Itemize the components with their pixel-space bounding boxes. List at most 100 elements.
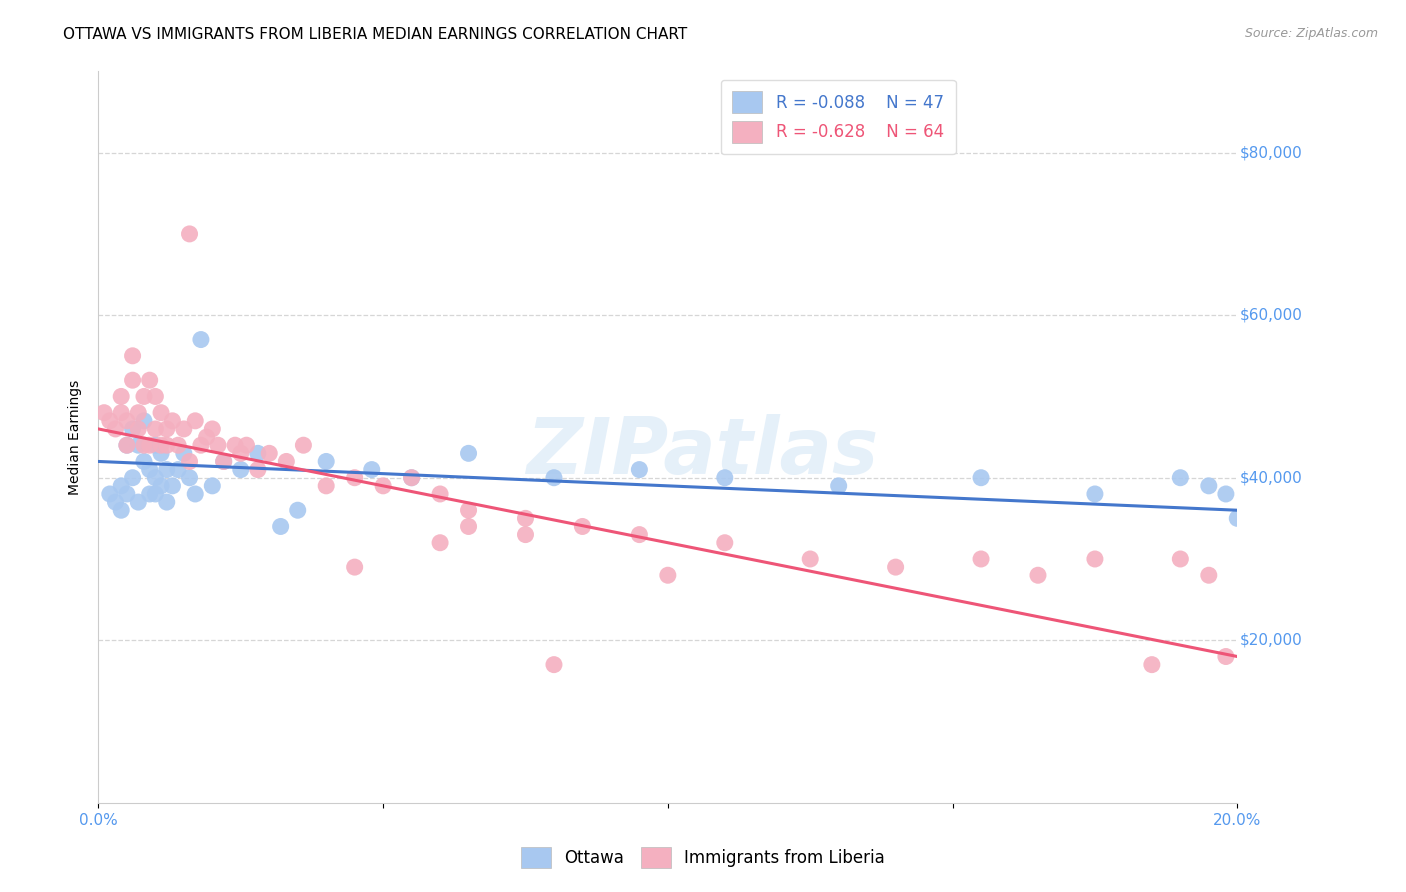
Point [138, 487, 160, 501]
Point [201, 422, 224, 436]
Point [201, 479, 224, 493]
Point [150, 479, 173, 493]
Point [970, 552, 993, 566]
Point [121, 471, 143, 485]
Point [657, 568, 679, 582]
Point [115, 438, 138, 452]
Text: $40,000: $40,000 [1240, 470, 1302, 485]
Text: Source: ZipAtlas.com: Source: ZipAtlas.com [1244, 27, 1378, 40]
Point [195, 430, 218, 444]
Y-axis label: Median Earnings: Median Earnings [69, 379, 83, 495]
Point [401, 471, 423, 485]
Point [167, 462, 190, 476]
Point [179, 227, 201, 241]
Point [828, 479, 851, 493]
Point [884, 560, 907, 574]
Text: OTTAWA VS IMMIGRANTS FROM LIBERIA MEDIAN EARNINGS CORRELATION CHART: OTTAWA VS IMMIGRANTS FROM LIBERIA MEDIAN… [63, 27, 688, 42]
Legend: Ottawa, Immigrants from Liberia: Ottawa, Immigrants from Liberia [515, 840, 891, 875]
Point [224, 438, 246, 452]
Point [150, 438, 173, 452]
Point [457, 519, 479, 533]
Point [212, 454, 235, 468]
Point [110, 503, 132, 517]
Point [145, 389, 167, 403]
Point [292, 438, 315, 452]
Point [121, 373, 143, 387]
Point [429, 535, 451, 549]
Point [207, 438, 229, 452]
Point [543, 471, 565, 485]
Point [1198, 479, 1220, 493]
Point [156, 495, 179, 509]
Point [1226, 511, 1249, 525]
Point [132, 389, 155, 403]
Point [98, 414, 121, 428]
Point [1170, 552, 1192, 566]
Point [115, 414, 138, 428]
Point [110, 406, 132, 420]
Point [229, 446, 252, 460]
Point [150, 406, 173, 420]
Point [628, 462, 651, 476]
Point [571, 519, 593, 533]
Point [156, 462, 179, 476]
Point [132, 414, 155, 428]
Point [401, 471, 423, 485]
Point [628, 527, 651, 541]
Point [190, 333, 212, 347]
Point [167, 438, 190, 452]
Point [173, 422, 195, 436]
Text: $20,000: $20,000 [1240, 632, 1302, 648]
Point [150, 446, 173, 460]
Point [127, 438, 149, 452]
Point [127, 422, 149, 436]
Text: ZIPatlas: ZIPatlas [526, 414, 879, 490]
Point [1170, 471, 1192, 485]
Point [156, 438, 179, 452]
Point [1215, 487, 1237, 501]
Point [145, 487, 167, 501]
Point [360, 462, 382, 476]
Point [287, 503, 309, 517]
Point [515, 511, 537, 525]
Point [212, 454, 235, 468]
Point [138, 462, 160, 476]
Point [246, 462, 269, 476]
Point [373, 479, 395, 493]
Point [315, 454, 337, 468]
Point [457, 446, 479, 460]
Point [104, 422, 127, 436]
Point [970, 471, 993, 485]
Point [98, 487, 121, 501]
Point [127, 495, 149, 509]
Point [714, 471, 737, 485]
Point [93, 406, 115, 420]
Point [132, 438, 155, 452]
Point [179, 454, 201, 468]
Point [1198, 568, 1220, 582]
Point [115, 487, 138, 501]
Point [138, 373, 160, 387]
Point [104, 495, 127, 509]
Point [121, 422, 143, 436]
Point [1215, 649, 1237, 664]
Point [190, 438, 212, 452]
Point [162, 414, 184, 428]
Point [173, 446, 195, 460]
Point [1140, 657, 1163, 672]
Text: $60,000: $60,000 [1240, 308, 1302, 323]
Point [315, 479, 337, 493]
Point [429, 487, 451, 501]
Point [145, 471, 167, 485]
Point [235, 438, 257, 452]
Point [543, 657, 565, 672]
Point [115, 438, 138, 452]
Point [145, 422, 167, 436]
Legend: R = -0.088    N = 47, R = -0.628    N = 64: R = -0.088 N = 47, R = -0.628 N = 64 [721, 79, 956, 154]
Point [156, 422, 179, 436]
Point [343, 471, 366, 485]
Point [515, 527, 537, 541]
Point [1026, 568, 1049, 582]
Point [184, 414, 207, 428]
Point [276, 454, 298, 468]
